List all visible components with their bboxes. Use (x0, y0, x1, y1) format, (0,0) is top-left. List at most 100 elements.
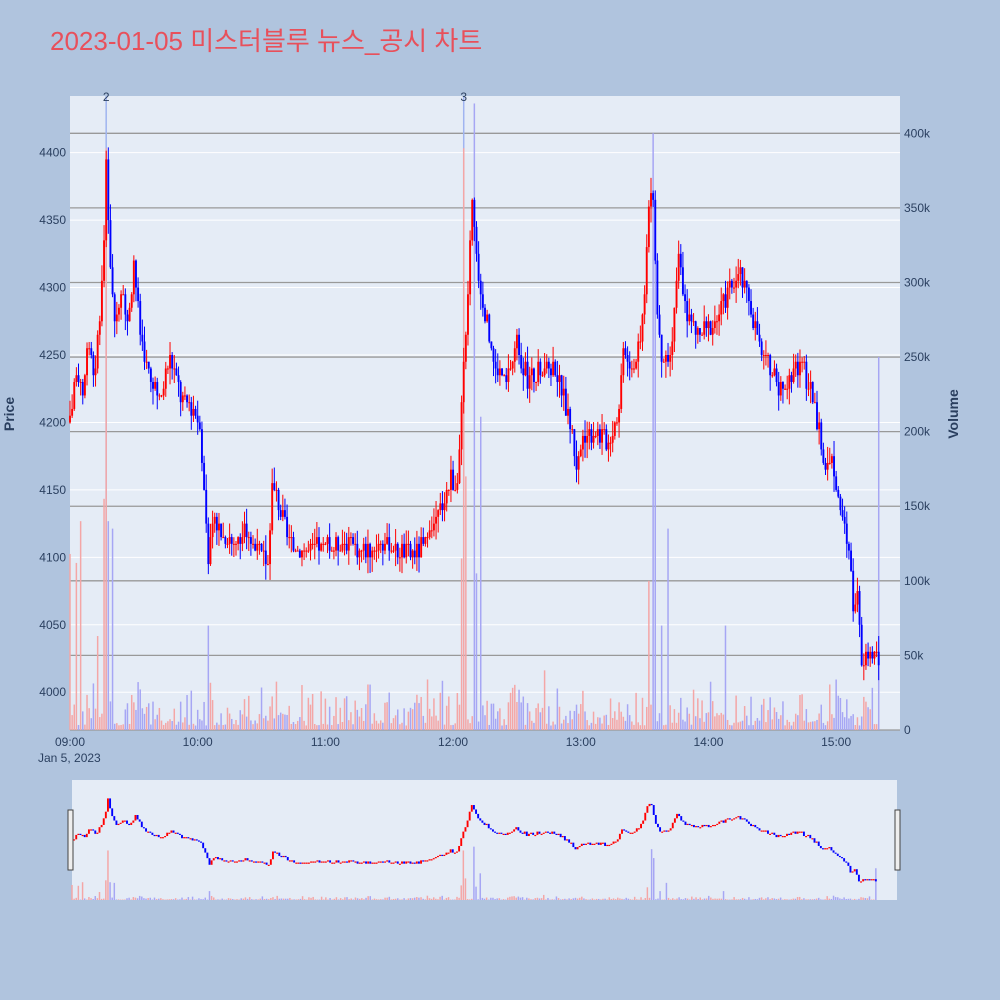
volume-bar[interactable] (388, 692, 390, 730)
volume-bar[interactable] (807, 722, 810, 730)
volume-bar[interactable] (652, 133, 654, 730)
candle[interactable] (552, 361, 555, 376)
volume-bar[interactable] (165, 722, 167, 730)
candle[interactable] (567, 408, 569, 416)
candle[interactable] (811, 381, 814, 403)
volume-bar[interactable] (501, 725, 503, 730)
volume-bar[interactable] (560, 723, 563, 730)
volume-bar[interactable] (201, 720, 203, 730)
volume-bar[interactable] (848, 718, 850, 730)
volume-bar[interactable] (822, 722, 825, 730)
candle[interactable] (588, 429, 591, 436)
candle[interactable] (405, 543, 408, 558)
volume-bar[interactable] (667, 528, 669, 730)
candle[interactable] (96, 334, 99, 369)
candle[interactable] (652, 193, 655, 200)
volume-bar[interactable] (403, 708, 405, 730)
volume-bar[interactable] (477, 721, 480, 730)
volume-bar[interactable] (741, 720, 744, 730)
volume-bar[interactable] (739, 721, 742, 730)
candle[interactable] (522, 368, 525, 376)
candle[interactable] (190, 402, 193, 416)
candle[interactable] (354, 543, 357, 545)
candle[interactable] (647, 206, 650, 248)
volume-bar[interactable] (267, 720, 269, 730)
volume-bar[interactable] (575, 704, 578, 730)
candle[interactable] (377, 543, 380, 551)
candle[interactable] (256, 543, 259, 551)
volume-bar[interactable] (514, 684, 516, 730)
candle[interactable] (624, 348, 627, 355)
volume-bar[interactable] (130, 694, 133, 730)
volume-bar[interactable] (707, 712, 710, 730)
candle[interactable] (218, 523, 220, 531)
volume-bar[interactable] (571, 719, 574, 730)
volume-bar[interactable] (633, 724, 635, 730)
volume-bar[interactable] (184, 717, 186, 730)
volume-bar[interactable] (494, 718, 497, 730)
volume-bar[interactable] (843, 717, 846, 730)
candle[interactable] (188, 402, 191, 404)
volume-bar[interactable] (245, 716, 248, 730)
volume-bar[interactable] (137, 682, 139, 730)
candle[interactable] (315, 537, 318, 544)
candle[interactable] (290, 537, 293, 539)
candle[interactable] (132, 260, 135, 295)
candle[interactable] (716, 321, 718, 323)
candle[interactable] (92, 354, 95, 376)
volume-bar[interactable] (358, 716, 361, 730)
candle[interactable] (143, 341, 146, 362)
volume-bar[interactable] (543, 670, 546, 730)
volume-bar[interactable] (682, 719, 684, 730)
candle[interactable] (171, 354, 174, 369)
volume-bar[interactable] (858, 725, 861, 730)
volume-bar[interactable] (228, 713, 231, 730)
volume-bar[interactable] (150, 724, 152, 730)
volume-bar[interactable] (179, 701, 182, 730)
candle[interactable] (828, 462, 831, 464)
volume-bar[interactable] (424, 722, 427, 730)
candle[interactable] (496, 368, 499, 376)
candle[interactable] (745, 280, 748, 288)
candle[interactable] (579, 449, 582, 457)
candle[interactable] (337, 537, 340, 551)
volume-bar[interactable] (507, 702, 510, 730)
volume-bar[interactable] (694, 716, 697, 730)
candle[interactable] (792, 368, 795, 382)
volume-bar[interactable] (731, 725, 733, 730)
candle[interactable] (275, 489, 278, 491)
volume-bar[interactable] (594, 723, 597, 730)
volume-bar[interactable] (122, 724, 124, 730)
volume-bar[interactable] (558, 706, 561, 730)
candle[interactable] (803, 361, 806, 363)
candle[interactable] (658, 314, 661, 335)
volume-bar[interactable] (290, 723, 293, 730)
candle[interactable] (356, 543, 359, 558)
volume-bar[interactable] (873, 724, 876, 730)
candle[interactable] (120, 294, 123, 308)
volume-bar[interactable] (313, 724, 316, 730)
volume-bar[interactable] (490, 703, 493, 730)
candle[interactable] (877, 651, 880, 666)
candle[interactable] (318, 537, 320, 551)
volume-bar[interactable] (454, 723, 456, 730)
candle[interactable] (105, 159, 108, 241)
candle[interactable] (790, 375, 793, 382)
volume-bar[interactable] (414, 702, 416, 730)
candle[interactable] (796, 361, 799, 376)
candle[interactable] (173, 368, 176, 370)
candle[interactable] (477, 253, 480, 281)
volume-bar[interactable] (537, 703, 539, 730)
candle[interactable] (328, 537, 331, 551)
volume-bar[interactable] (773, 707, 776, 730)
volume-bar[interactable] (505, 724, 508, 730)
volume-bar[interactable] (701, 700, 703, 730)
candle[interactable] (794, 361, 797, 369)
volume-bar[interactable] (580, 704, 582, 730)
candle[interactable] (139, 301, 142, 335)
candle[interactable] (215, 516, 218, 531)
candle[interactable] (422, 537, 425, 544)
candle[interactable] (394, 543, 397, 551)
volume-bar[interactable] (609, 698, 612, 730)
candle[interactable] (532, 368, 535, 382)
